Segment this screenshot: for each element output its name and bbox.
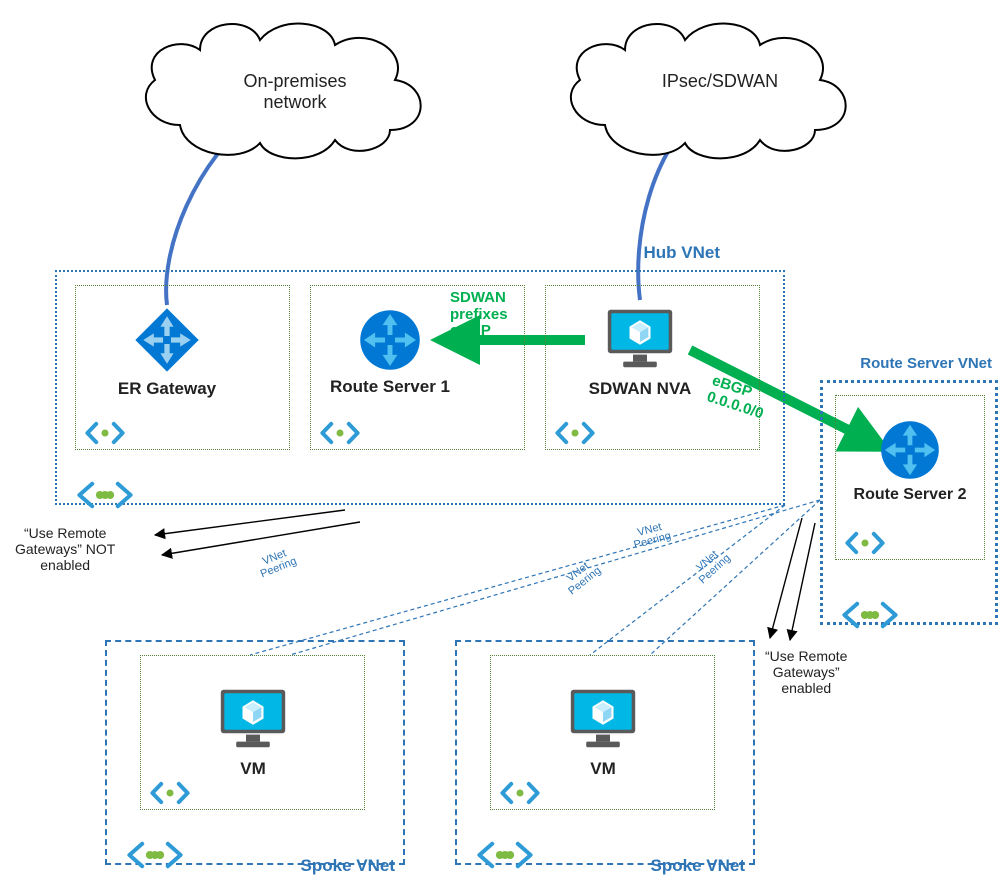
vnet-label-rs_vnet: Route Server VNet bbox=[860, 355, 992, 372]
edge-label-sdwan_pref: SDWAN prefixes eBGP bbox=[450, 290, 508, 340]
note-arrow bbox=[162, 522, 360, 555]
note-arrow bbox=[790, 523, 815, 640]
note-left: “Use Remote Gateways” NOT enabled bbox=[15, 525, 115, 573]
node-label-vm1: VM bbox=[153, 759, 353, 779]
node-label-rs1: Route Server 1 bbox=[290, 377, 490, 397]
vnet-peering-line bbox=[650, 500, 820, 655]
node-label-rs2: Route Server 2 bbox=[810, 486, 1004, 504]
cloud-label-ipsec: IPsec/SDWAN bbox=[630, 71, 810, 92]
note-arrow bbox=[155, 510, 345, 535]
note-arrow bbox=[770, 518, 802, 638]
vnet-peering-line bbox=[290, 500, 820, 655]
vnet-peering-line bbox=[590, 505, 785, 655]
node-label-vm2: VM bbox=[503, 759, 703, 779]
node-label-er: ER Gateway bbox=[67, 379, 267, 399]
vnet-label-hub: Hub VNet bbox=[644, 243, 721, 263]
note-right: “Use Remote Gateways” enabled bbox=[765, 648, 847, 696]
cloud-label-onprem: On-premises network bbox=[205, 71, 385, 113]
